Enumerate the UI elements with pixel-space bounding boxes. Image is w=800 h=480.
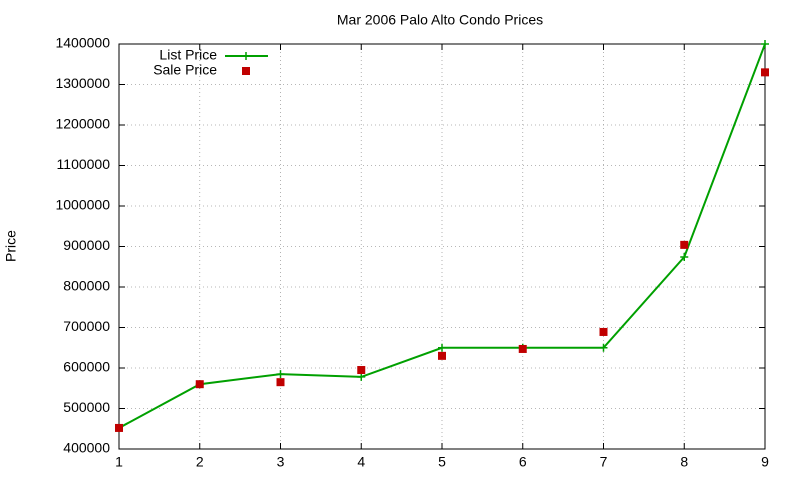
point (761, 40, 769, 48)
legend-label: Sale Price (153, 62, 217, 78)
point (357, 372, 366, 381)
y-tick-label: 1000000 (55, 197, 110, 213)
plot-frame (118, 43, 766, 450)
point (357, 366, 366, 375)
point (438, 351, 446, 360)
y-tick-label: 1400000 (55, 35, 110, 51)
x-tick-label: 1 (115, 454, 123, 470)
x-tick-label: 9 (761, 454, 769, 470)
y-tick-label: 800000 (63, 278, 110, 294)
y-tick-label: 1200000 (55, 116, 110, 132)
y-tick-label: 600000 (63, 359, 110, 375)
x-tick-label: 4 (357, 454, 365, 470)
y-tick-label: 1300000 (55, 75, 110, 91)
legend-label: List Price (159, 47, 217, 63)
x-tick-label: 6 (519, 454, 527, 470)
point (518, 344, 527, 353)
point (599, 327, 608, 336)
y-tick-label: 700000 (63, 318, 110, 334)
point (680, 240, 689, 249)
point (115, 423, 123, 432)
x-tick-label: 7 (600, 454, 608, 470)
legend-marker (242, 52, 250, 60)
point (276, 370, 285, 379)
series-line (118, 43, 766, 429)
y-tick-label: 900000 (63, 237, 110, 253)
point (276, 378, 285, 387)
chart-title: Mar 2006 Palo Alto Condo Prices (337, 12, 543, 28)
legend-marker (242, 67, 250, 75)
point (599, 343, 608, 352)
point (195, 380, 204, 389)
x-tick-label: 8 (680, 454, 688, 470)
point (680, 253, 689, 262)
x-tick-label: 5 (438, 454, 446, 470)
point (438, 343, 446, 352)
y-tick-label: 500000 (63, 399, 110, 415)
y-tick-label: 1100000 (57, 156, 111, 172)
y-axis-label: Price (3, 230, 19, 262)
x-tick-label: 2 (196, 454, 204, 470)
y-tick-label: 400000 (63, 440, 110, 456)
point (761, 68, 769, 77)
x-tick-label: 3 (277, 454, 285, 470)
